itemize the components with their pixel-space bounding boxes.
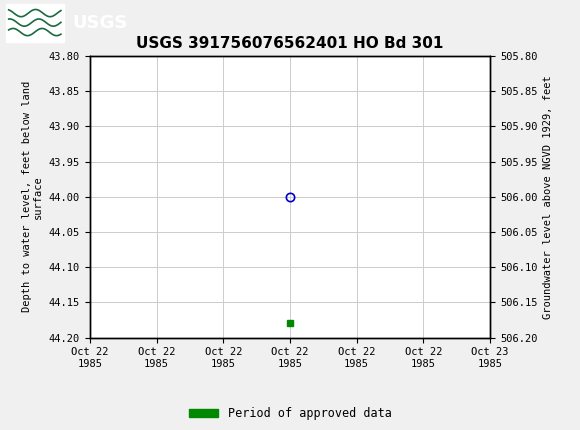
Y-axis label: Depth to water level, feet below land
surface: Depth to water level, feet below land su… bbox=[22, 81, 44, 312]
Text: USGS 391756076562401 HO Bd 301: USGS 391756076562401 HO Bd 301 bbox=[136, 36, 444, 51]
Y-axis label: Groundwater level above NGVD 1929, feet: Groundwater level above NGVD 1929, feet bbox=[543, 75, 553, 319]
Text: USGS: USGS bbox=[72, 14, 128, 31]
Legend: Period of approved data: Period of approved data bbox=[184, 402, 396, 424]
Bar bbox=[6, 3, 64, 42]
